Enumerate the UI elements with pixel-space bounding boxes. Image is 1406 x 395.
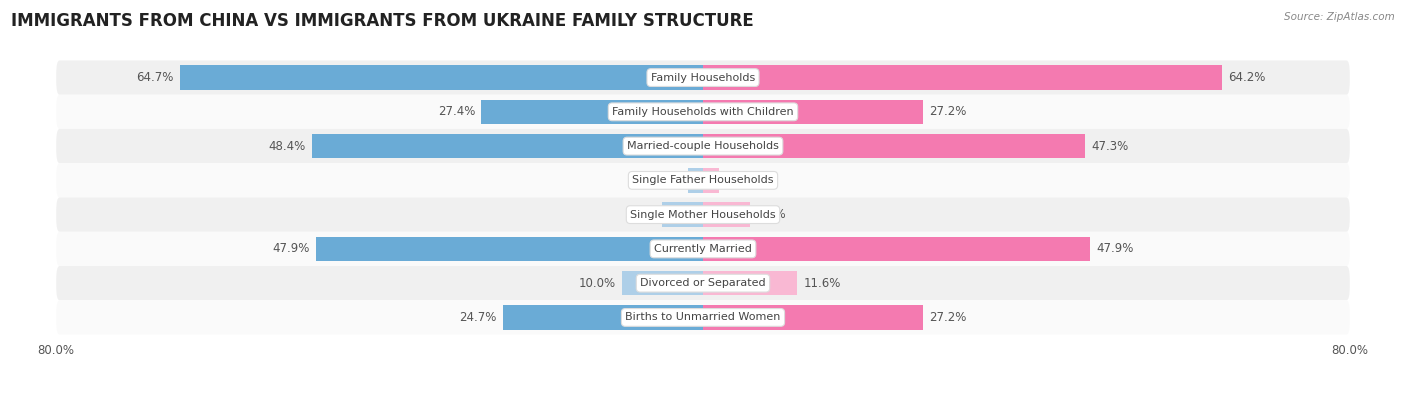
Text: Currently Married: Currently Married <box>654 244 752 254</box>
Bar <box>316 237 703 261</box>
Text: Single Father Households: Single Father Households <box>633 175 773 185</box>
FancyBboxPatch shape <box>56 300 1350 335</box>
Bar <box>312 134 703 158</box>
Bar <box>703 168 720 193</box>
Text: 24.7%: 24.7% <box>460 311 496 324</box>
Bar <box>703 237 1090 261</box>
Text: Single Mother Households: Single Mother Households <box>630 210 776 220</box>
Text: Source: ZipAtlas.com: Source: ZipAtlas.com <box>1284 12 1395 22</box>
Bar <box>180 65 703 90</box>
Text: Married-couple Households: Married-couple Households <box>627 141 779 151</box>
FancyBboxPatch shape <box>56 60 1350 95</box>
FancyBboxPatch shape <box>56 163 1350 198</box>
Text: 11.6%: 11.6% <box>803 276 841 290</box>
Bar <box>703 202 749 227</box>
Text: 10.0%: 10.0% <box>578 276 616 290</box>
Bar <box>703 305 922 330</box>
Bar <box>481 100 703 124</box>
Text: 47.3%: 47.3% <box>1092 139 1129 152</box>
FancyBboxPatch shape <box>56 129 1350 163</box>
FancyBboxPatch shape <box>56 266 1350 300</box>
Text: 5.1%: 5.1% <box>626 208 655 221</box>
Bar <box>703 271 797 295</box>
Legend: Immigrants from China, Immigrants from Ukraine: Immigrants from China, Immigrants from U… <box>523 390 883 395</box>
FancyBboxPatch shape <box>56 95 1350 129</box>
Text: 47.9%: 47.9% <box>1097 243 1135 256</box>
Text: 64.7%: 64.7% <box>136 71 173 84</box>
Text: 48.4%: 48.4% <box>269 139 305 152</box>
Text: Family Households with Children: Family Households with Children <box>612 107 794 117</box>
Text: 27.2%: 27.2% <box>929 105 967 118</box>
FancyBboxPatch shape <box>56 232 1350 266</box>
Text: 5.8%: 5.8% <box>756 208 786 221</box>
Text: 1.8%: 1.8% <box>652 174 682 187</box>
Text: 2.0%: 2.0% <box>725 174 755 187</box>
Text: Births to Unmarried Women: Births to Unmarried Women <box>626 312 780 322</box>
Text: Divorced or Separated: Divorced or Separated <box>640 278 766 288</box>
Bar <box>662 202 703 227</box>
Text: 64.2%: 64.2% <box>1229 71 1265 84</box>
Text: 27.2%: 27.2% <box>929 311 967 324</box>
Bar <box>703 100 922 124</box>
Text: 27.4%: 27.4% <box>437 105 475 118</box>
Bar <box>703 65 1222 90</box>
Bar <box>689 168 703 193</box>
Text: IMMIGRANTS FROM CHINA VS IMMIGRANTS FROM UKRAINE FAMILY STRUCTURE: IMMIGRANTS FROM CHINA VS IMMIGRANTS FROM… <box>11 12 754 30</box>
FancyBboxPatch shape <box>56 198 1350 232</box>
Bar <box>703 134 1085 158</box>
Bar <box>621 271 703 295</box>
Text: 47.9%: 47.9% <box>271 243 309 256</box>
Bar <box>503 305 703 330</box>
Text: Family Households: Family Households <box>651 73 755 83</box>
